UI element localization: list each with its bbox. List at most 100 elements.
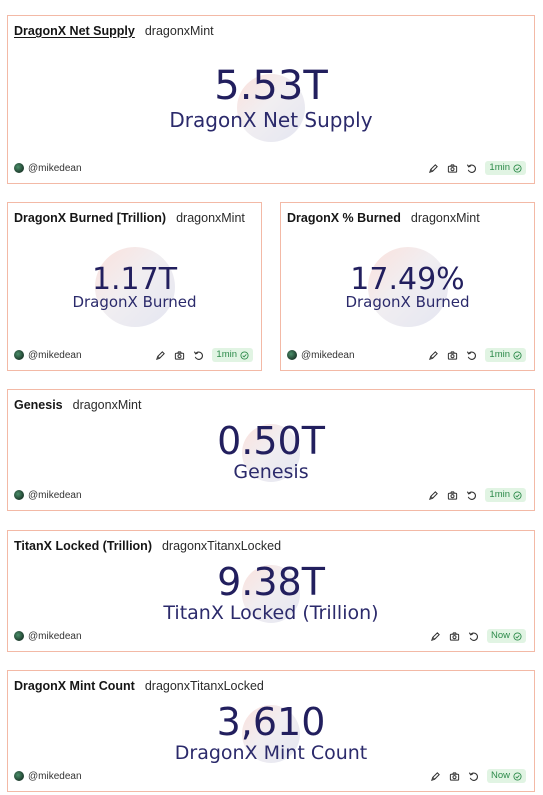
author-name: @mikedean [301, 349, 355, 361]
counter-label: DragonX Net Supply [169, 108, 373, 132]
card-query-name[interactable]: dragonxMint [176, 211, 245, 225]
author[interactable]: @mikedean [287, 350, 355, 361]
camera-icon[interactable] [449, 771, 460, 782]
camera-icon[interactable] [174, 350, 185, 361]
counter-card-burned: DragonX Burned [Trillion) dragonxMint 1.… [7, 202, 262, 371]
counter-background-circle [94, 247, 175, 327]
author[interactable]: @mikedean [14, 163, 82, 174]
refresh-status-text: Now [490, 630, 510, 641]
counter: 0.50T Genesis [8, 422, 534, 486]
author-name: @mikedean [28, 770, 82, 782]
pencil-icon[interactable] [428, 163, 439, 174]
card-query-name[interactable]: dragonxTitanxLocked [161, 539, 282, 553]
refresh-status-badge: 1min [485, 348, 526, 362]
card-title-link[interactable]: DragonX Net Supply [14, 24, 135, 38]
card-footer: @mikedean 1min [14, 161, 526, 175]
author[interactable]: @mikedean [14, 490, 82, 501]
pencil-icon[interactable] [155, 350, 166, 361]
refresh-status-badge: 1min [485, 161, 526, 175]
author[interactable]: @mikedean [14, 350, 82, 361]
refresh-status-text: 1min [489, 162, 510, 173]
card-actions: 1min [428, 161, 526, 175]
card-title-link[interactable]: DragonX Burned [Trillion) [14, 211, 167, 225]
author[interactable]: @mikedean [14, 771, 82, 782]
card-title-link[interactable]: TitanX Locked (Trillion) [14, 539, 152, 553]
refresh-icon[interactable] [466, 350, 477, 361]
refresh-status-badge: Now [486, 769, 526, 783]
card-title-link[interactable]: Genesis [14, 398, 63, 412]
camera-icon[interactable] [447, 490, 458, 501]
card-query-name[interactable]: dragonxTitanxLocked [144, 679, 264, 693]
counter-value: 3,610 [216, 700, 326, 744]
card-header: TitanX Locked (Trillion) dragonxTitanxLo… [14, 539, 281, 553]
author[interactable]: @mikedean [14, 631, 82, 642]
refresh-status-badge: Now [486, 629, 526, 643]
refresh-icon[interactable] [193, 350, 204, 361]
pencil-icon[interactable] [430, 631, 441, 642]
counter-card-mint-count: DragonX Mint Count dragonxTitanxLocked 3… [7, 670, 535, 792]
counter-card-titanx-locked: TitanX Locked (Trillion) dragonxTitanxLo… [7, 530, 535, 652]
card-actions: 1min [428, 348, 526, 362]
pencil-icon[interactable] [428, 490, 439, 501]
counter-card-genesis: Genesis dragonxMint 0.50T Genesis @miked… [7, 389, 535, 511]
card-header: DragonX % Burned dragonxMint [287, 211, 480, 225]
card-footer: @mikedean 1min [14, 488, 526, 502]
card-header: Genesis dragonxMint [14, 398, 141, 412]
counter-background-circle [367, 247, 448, 327]
refresh-icon[interactable] [466, 490, 477, 501]
check-circle-icon [513, 350, 522, 360]
card-actions: 1min [155, 348, 253, 362]
card-query-name[interactable]: dragonxMint [410, 211, 480, 225]
counter: 1.17T DragonX Burned [8, 247, 261, 335]
check-circle-icon [513, 771, 522, 781]
counter-label: Genesis [233, 461, 309, 483]
card-header: DragonX Mint Count dragonxTitanxLocked [14, 679, 264, 693]
camera-icon[interactable] [447, 163, 458, 174]
card-title-link[interactable]: DragonX Mint Count [14, 679, 135, 693]
counter-value: 5.53T [214, 63, 328, 109]
counter-value: 1.17T [91, 262, 178, 297]
counter-value: 0.50T [217, 419, 325, 463]
refresh-icon[interactable] [466, 163, 477, 174]
camera-icon[interactable] [449, 631, 460, 642]
card-footer: @mikedean Now [14, 769, 526, 783]
counter-value: 9.38T [217, 560, 325, 604]
card-footer: @mikedean Now [14, 629, 526, 643]
card-actions: Now [430, 629, 526, 643]
card-title-link[interactable]: DragonX % Burned [287, 211, 401, 225]
check-circle-icon [513, 490, 522, 500]
card-query-name[interactable]: dragonxMint [72, 398, 142, 412]
refresh-status-text: 1min [489, 349, 510, 360]
avatar [14, 490, 24, 500]
counter-label: DragonX Burned [72, 293, 197, 311]
counter-card-percent-burned: DragonX % Burned dragonxMint 17.49% Drag… [280, 202, 535, 371]
author-name: @mikedean [28, 630, 82, 642]
counter: 5.53T DragonX Net Supply [8, 66, 534, 146]
avatar [287, 350, 297, 360]
pencil-icon[interactable] [428, 350, 439, 361]
check-circle-icon [513, 163, 522, 173]
refresh-status-text: 1min [489, 489, 510, 500]
card-footer: @mikedean 1min [287, 348, 526, 362]
counter: 9.38T TitanX Locked (Trillion) [8, 563, 534, 627]
card-header: DragonX Net Supply dragonxMint [14, 24, 214, 38]
counter-background-circle [237, 74, 305, 142]
card-actions: 1min [428, 488, 526, 502]
counter: 3,610 DragonX Mint Count [8, 703, 534, 767]
refresh-icon[interactable] [468, 771, 479, 782]
refresh-status-text: 1min [216, 349, 237, 360]
refresh-icon[interactable] [468, 631, 479, 642]
refresh-status-badge: 1min [212, 348, 253, 362]
counter-value: 17.49% [350, 262, 465, 297]
counter-label: TitanX Locked (Trillion) [163, 602, 379, 624]
avatar [14, 631, 24, 641]
camera-icon[interactable] [447, 350, 458, 361]
check-circle-icon [240, 350, 249, 360]
refresh-status-text: Now [490, 770, 510, 781]
card-actions: Now [430, 769, 526, 783]
check-circle-icon [513, 631, 522, 641]
counter-background-circle [242, 705, 300, 763]
card-query-name[interactable]: dragonxMint [144, 24, 214, 38]
pencil-icon[interactable] [430, 771, 441, 782]
counter-card-net-supply: DragonX Net Supply dragonxMint 5.53T Dra… [7, 15, 535, 184]
